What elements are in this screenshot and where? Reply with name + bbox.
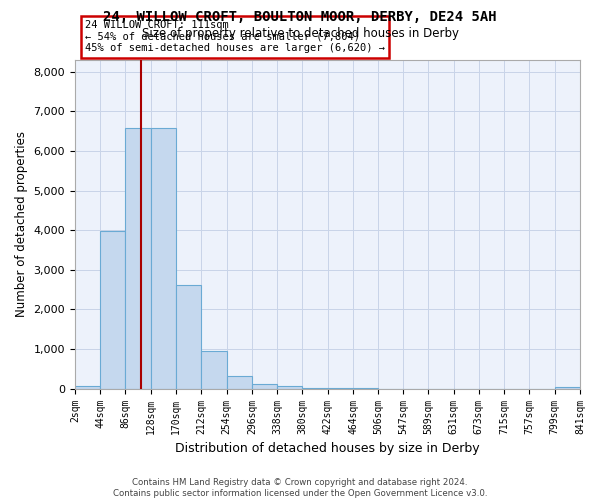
Bar xyxy=(75,386,100,388)
Bar xyxy=(100,231,125,388)
Bar xyxy=(227,376,252,388)
X-axis label: Distribution of detached houses by size in Derby: Distribution of detached houses by size … xyxy=(175,442,480,455)
Bar xyxy=(555,386,580,388)
Bar xyxy=(125,128,151,388)
Bar xyxy=(176,285,202,389)
Text: Contains HM Land Registry data © Crown copyright and database right 2024.
Contai: Contains HM Land Registry data © Crown c… xyxy=(113,478,487,498)
Text: 24 WILLOW CROFT: 111sqm
← 54% of detached houses are smaller (7,804)
45% of semi: 24 WILLOW CROFT: 111sqm ← 54% of detache… xyxy=(85,20,385,54)
Text: Size of property relative to detached houses in Derby: Size of property relative to detached ho… xyxy=(142,28,458,40)
Bar xyxy=(202,351,227,389)
Bar xyxy=(277,386,302,388)
Text: 24, WILLOW CROFT, BOULTON MOOR, DERBY, DE24 5AH: 24, WILLOW CROFT, BOULTON MOOR, DERBY, D… xyxy=(103,10,497,24)
Y-axis label: Number of detached properties: Number of detached properties xyxy=(15,132,28,318)
Bar xyxy=(252,384,277,388)
Bar xyxy=(151,128,176,388)
